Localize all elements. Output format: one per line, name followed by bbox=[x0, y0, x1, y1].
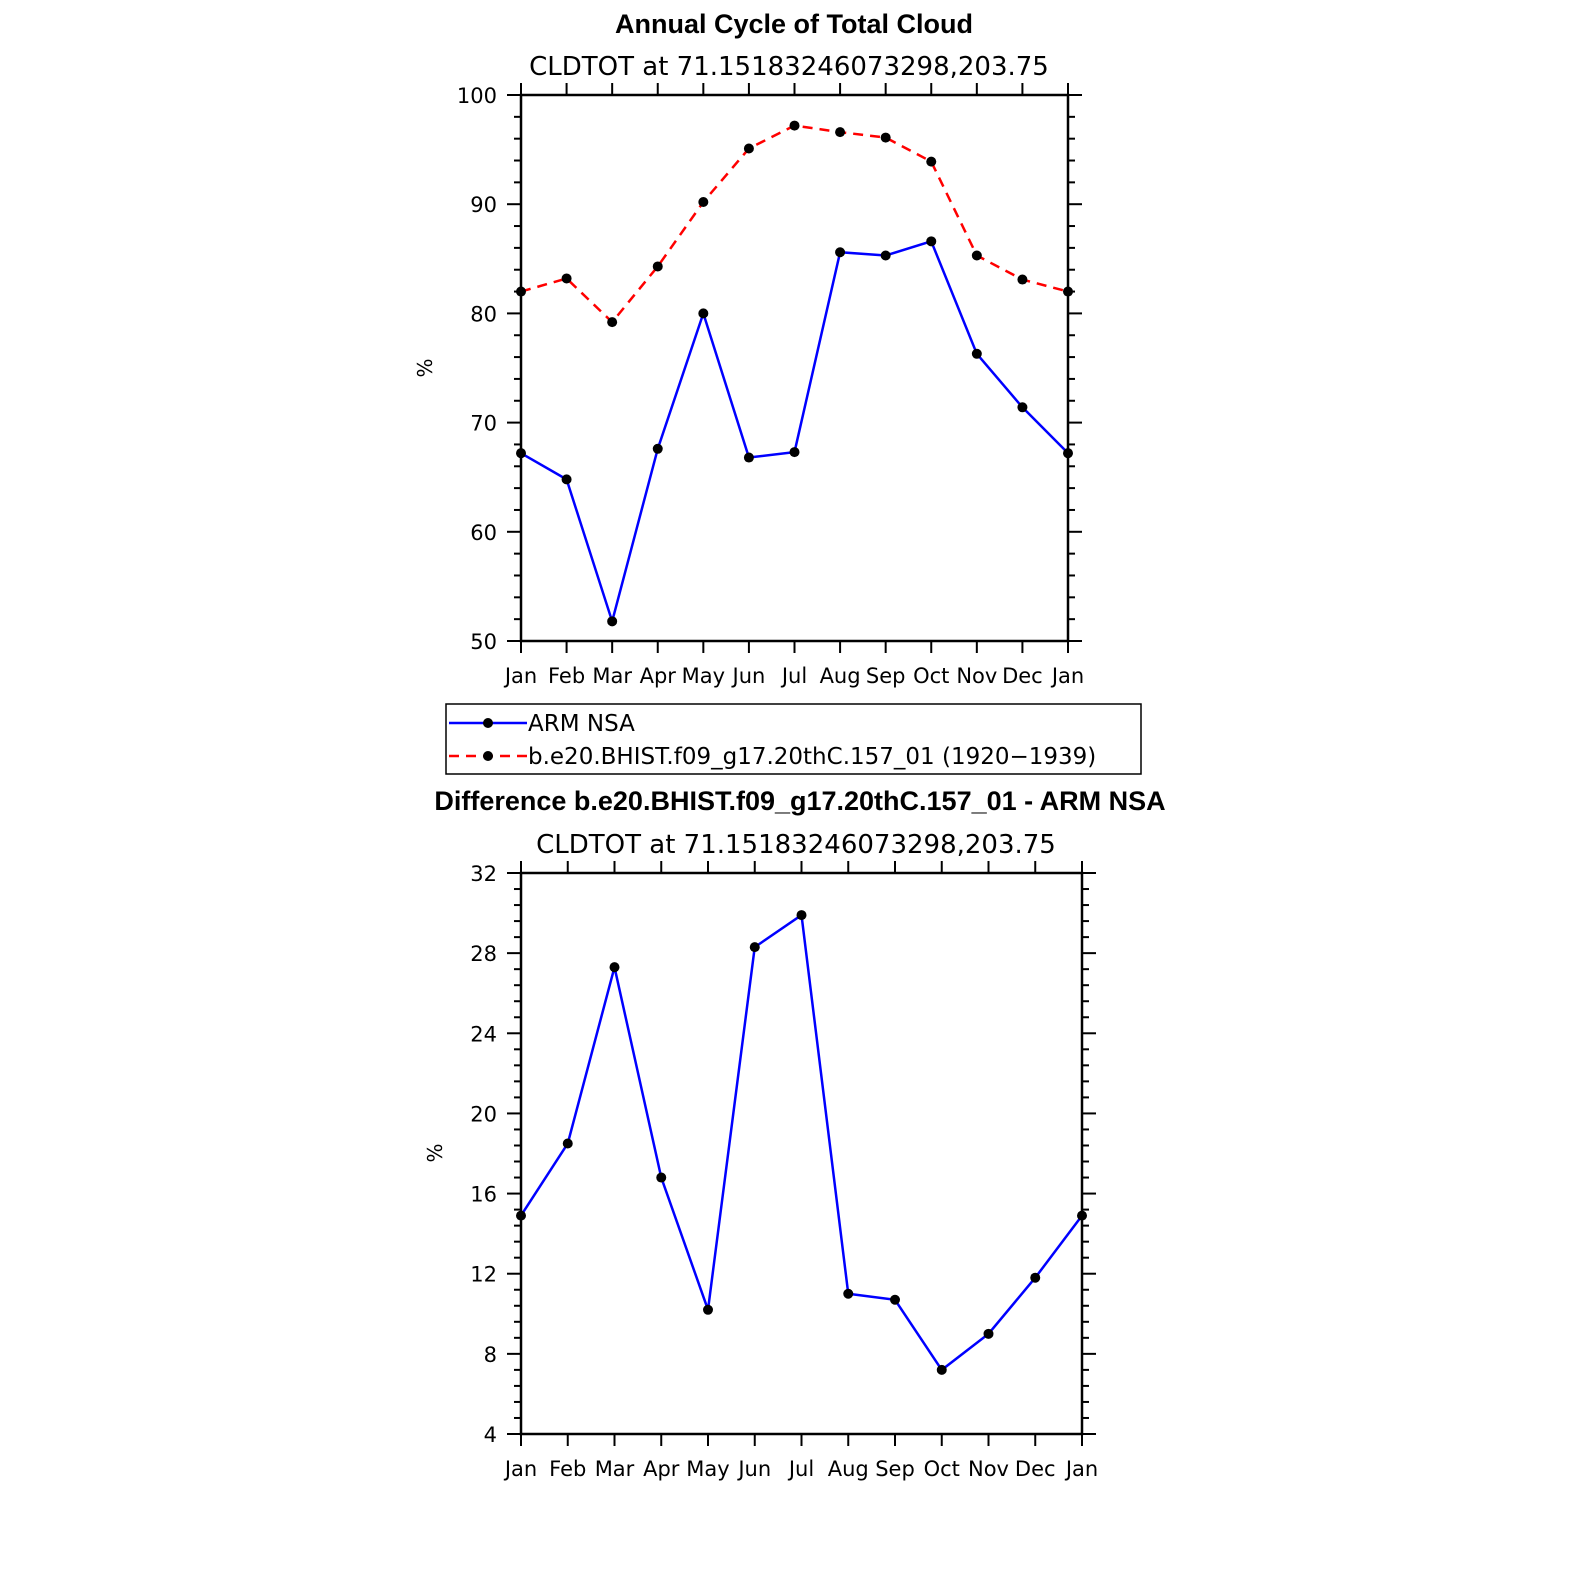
chart1-point bbox=[1017, 274, 1028, 285]
chart2-point bbox=[516, 1210, 526, 1221]
legend-marker-model bbox=[483, 751, 493, 761]
chart2-xtick-label: Apr bbox=[643, 1457, 680, 1481]
chart2-point bbox=[749, 942, 760, 953]
chart2-xtick-label: Sep bbox=[875, 1457, 915, 1481]
chart2-point bbox=[703, 1304, 713, 1315]
chart1-xtick-label: Jul bbox=[780, 664, 807, 688]
chart1-xtick-label: Jan bbox=[1050, 664, 1084, 688]
chart2-xtick-label: Aug bbox=[828, 1457, 869, 1481]
chart1-ytick-label: 70 bbox=[470, 412, 497, 436]
chart1-series-line-1 bbox=[520, 124, 1069, 324]
chart2-point bbox=[983, 1328, 994, 1339]
chart2-point bbox=[936, 1364, 947, 1375]
chart1-xtick-label: Nov bbox=[956, 664, 997, 688]
chart2-plot: Jan Feb Mar Apr May Jun Jul Aug Sep Oct Nov Dec Jan4… bbox=[470, 861, 1098, 1481]
chart2-ytick-label: 4 bbox=[484, 1423, 497, 1447]
chart1-xtick-label: Sep bbox=[866, 664, 906, 688]
chart1-title: Annual Cycle of Total Cloud bbox=[615, 9, 973, 39]
chart2-xtick-label: Jan bbox=[1064, 1457, 1098, 1481]
chart1-point bbox=[971, 348, 982, 359]
chart1-ytick-label: 50 bbox=[470, 630, 497, 654]
chart1-point bbox=[971, 250, 982, 261]
chart2-point bbox=[1077, 1210, 1087, 1221]
chart2-ytick-label: 8 bbox=[484, 1343, 497, 1367]
chart1-point bbox=[926, 236, 937, 247]
chart1-ylabel: % bbox=[413, 358, 437, 377]
chart1-point bbox=[516, 448, 526, 459]
chart1-xtick-label: Feb bbox=[548, 664, 585, 688]
chart1-point bbox=[1063, 286, 1073, 297]
chart2-ytick-label: 12 bbox=[470, 1263, 497, 1287]
chart1-point bbox=[835, 247, 846, 258]
chart1-xtick-label: Jan bbox=[503, 664, 537, 688]
chart1-point bbox=[743, 143, 754, 154]
chart1-point bbox=[516, 286, 526, 297]
legend-marker-arm bbox=[483, 718, 493, 728]
chart1-xtick-label: Aug bbox=[820, 664, 861, 688]
legend: ARM NSA b.e20.BHIST.f09_g17.20thC.157_01… bbox=[445, 703, 1142, 775]
chart1-point bbox=[743, 452, 754, 463]
chart1-ytick-label: 90 bbox=[470, 193, 497, 217]
chart1-xtick-label: Apr bbox=[640, 664, 677, 688]
chart2-ylabel: % bbox=[423, 1143, 447, 1162]
legend-box bbox=[445, 703, 1142, 775]
chart2-point bbox=[609, 962, 620, 973]
chart1-point bbox=[880, 132, 891, 143]
chart2-xtick-label: Jan bbox=[503, 1457, 537, 1481]
chart2-xtick-label: Jun bbox=[736, 1457, 771, 1481]
chart1-point bbox=[652, 261, 663, 272]
chart1-ytick-label: 80 bbox=[470, 302, 497, 326]
chart2-point bbox=[562, 1138, 573, 1149]
chart2-point bbox=[656, 1172, 667, 1183]
chart2-xtick-label: May bbox=[686, 1457, 729, 1481]
chart1-point bbox=[835, 127, 846, 138]
chart1-point bbox=[789, 120, 800, 131]
chart1-point bbox=[698, 308, 709, 319]
chart2-title: Difference b.e20.BHIST.f09_g17.20thC.157… bbox=[434, 786, 1165, 816]
legend-label-arm: ARM NSA bbox=[528, 711, 635, 737]
chart2-point bbox=[796, 910, 807, 921]
chart1-xtick-label: Mar bbox=[592, 664, 632, 688]
chart1-ytick-label: 60 bbox=[470, 521, 497, 545]
legend-label-model: b.e20.BHIST.f09_g17.20thC.157_01 (1920−1… bbox=[528, 744, 1096, 770]
chart1-xtick-label: Jun bbox=[731, 664, 766, 688]
chart1-point bbox=[789, 447, 800, 458]
chart1-point bbox=[880, 250, 891, 261]
chart1-plot: Jan Feb Mar Apr May Jun Jul Aug Sep Oct Nov Dec Jan5… bbox=[457, 83, 1084, 688]
chart1-point bbox=[607, 616, 618, 627]
chart2-xtick-label: Dec bbox=[1015, 1457, 1056, 1481]
chart1-ytick-label: 100 bbox=[457, 84, 497, 108]
chart2-ytick-label: 16 bbox=[470, 1183, 497, 1207]
chart1-xtick-label: Oct bbox=[913, 664, 949, 688]
chart1-point bbox=[561, 474, 572, 485]
chart2-xtick-label: Feb bbox=[549, 1457, 586, 1481]
chart1-frame bbox=[519, 93, 1070, 643]
chart2-frame bbox=[519, 871, 1084, 1436]
chart2-series-line-0 bbox=[519, 912, 1083, 1372]
chart2-point bbox=[890, 1294, 900, 1305]
chart1-series-line-0 bbox=[520, 239, 1069, 626]
chart1-point bbox=[561, 273, 572, 284]
chart2-xtick-label: Jul bbox=[787, 1457, 814, 1481]
chart1-point bbox=[1017, 402, 1028, 413]
chart2-ytick-label: 24 bbox=[470, 1022, 497, 1046]
chart1-xtick-label: Dec bbox=[1002, 664, 1043, 688]
chart1-point bbox=[1063, 448, 1073, 459]
chart1-point bbox=[652, 443, 663, 454]
chart2-xtick-label: Mar bbox=[595, 1457, 635, 1481]
chart2-point bbox=[843, 1288, 854, 1299]
chart2-xtick-label: Nov bbox=[968, 1457, 1009, 1481]
chart2-ytick-label: 28 bbox=[470, 942, 497, 966]
chart2-subtitle: CLDTOT at 71.15183246073298,203.75 bbox=[536, 830, 1056, 860]
chart1-point bbox=[607, 317, 618, 328]
chart2-ytick-label: 32 bbox=[470, 862, 497, 886]
chart1-xtick-label: May bbox=[682, 664, 725, 688]
chart1-point bbox=[926, 156, 937, 167]
chart2-ytick-label: 20 bbox=[470, 1102, 497, 1126]
chart1-point bbox=[698, 197, 709, 208]
chart2-xtick-label: Oct bbox=[924, 1457, 960, 1481]
chart1-subtitle: CLDTOT at 71.15183246073298,203.75 bbox=[529, 52, 1049, 82]
chart2-point bbox=[1030, 1272, 1041, 1283]
